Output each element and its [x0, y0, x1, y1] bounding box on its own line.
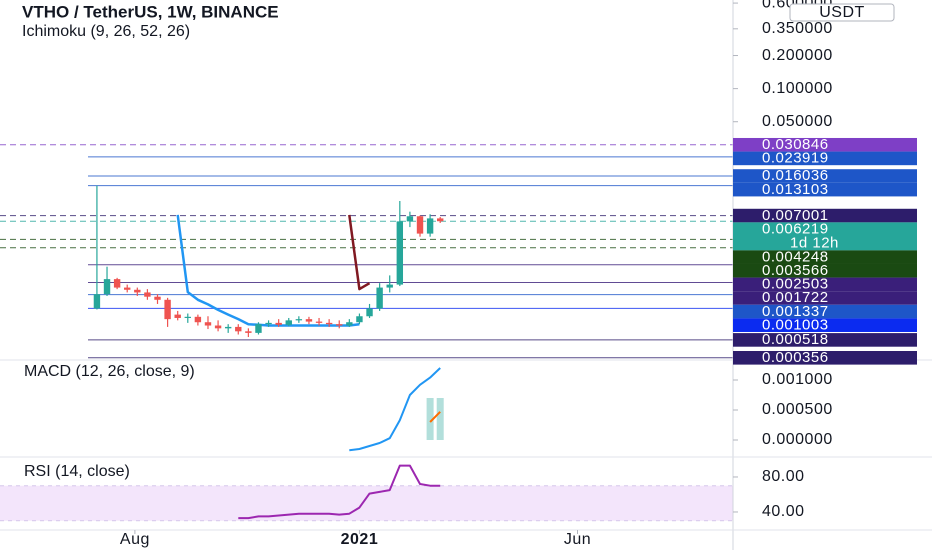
candle-body: [224, 326, 232, 329]
indicator-title: Ichimoku (9, 26, 52, 26): [22, 23, 190, 40]
candle-body: [356, 316, 363, 323]
price-tag-label: 0.000356: [762, 349, 829, 366]
price-tag: [733, 333, 917, 347]
y-tick-label: 0.000500: [762, 401, 833, 418]
price-tag-label: 0.030846: [762, 136, 829, 153]
price-tag: [733, 351, 917, 365]
candle-body: [336, 324, 343, 326]
price-tag-label: 0.001003: [762, 316, 829, 333]
histogram-bar: [436, 398, 444, 440]
candle-body: [305, 319, 313, 322]
candle-body: [437, 218, 444, 222]
price-tag: [733, 250, 917, 264]
candle-body: [376, 287, 383, 309]
candle-body: [346, 322, 353, 326]
x-tick-label: Jun: [564, 531, 591, 548]
candle-body: [134, 289, 141, 293]
candle-body: [124, 287, 131, 290]
price-tag-label: 0.006219: [762, 220, 829, 237]
candle-body: [174, 314, 181, 318]
candle-body: [386, 284, 393, 288]
candle-body: [103, 279, 111, 295]
price-tag: [733, 151, 917, 166]
price-tag: [733, 208, 917, 223]
price-tag-label: 0.016036: [762, 167, 829, 184]
y-tick-label: 80.00: [762, 468, 805, 485]
candle-body: [295, 319, 303, 321]
candle-body: [426, 218, 434, 234]
candle-body: [214, 325, 222, 329]
price-tag-label: 0.002503: [762, 276, 829, 293]
price-tag: [733, 291, 917, 305]
currency-box: [789, 3, 895, 22]
candle-body: [255, 324, 262, 333]
price-tag-label: 0.007001: [762, 207, 829, 224]
price-tag: [733, 277, 917, 292]
candle-body: [265, 322, 272, 325]
candle-body: [285, 320, 292, 325]
chart-title: VTHO / TetherUS, 1W, BINANCE: [22, 2, 279, 21]
rsi-band: [0, 485, 733, 521]
candle-body: [184, 316, 191, 318]
currency-label: USDT: [819, 4, 865, 21]
indicator-line: [348, 214, 371, 291]
y-tick-label: 0.000000: [762, 431, 833, 448]
price-tag: [733, 304, 917, 319]
price-tag-label: 0.001722: [762, 289, 829, 306]
price-tag-label: 0.004248: [762, 248, 829, 265]
indicator-line: [429, 411, 441, 423]
y-tick-label: 40.00: [762, 503, 805, 520]
price-tag: [733, 137, 917, 152]
price-tag: [733, 222, 917, 251]
candle-body: [113, 279, 121, 288]
candle-body: [245, 331, 252, 333]
x-tick-label: Aug: [120, 531, 150, 548]
candle-body: [396, 221, 404, 285]
price-tag-label: 0.023919: [762, 150, 829, 167]
price-tag-label: 0.003566: [762, 262, 829, 279]
candle-body: [204, 322, 212, 326]
candle-body: [275, 322, 282, 325]
candle-body: [144, 292, 151, 297]
indicator-line: [238, 464, 441, 520]
price-tag-label: 0.013103: [762, 181, 829, 198]
plot-layer: [0, 144, 733, 522]
candle-body: [406, 216, 414, 222]
countdown-label: 1d 12h: [790, 234, 839, 251]
price-tag-label: 0.001337: [762, 303, 829, 320]
y-tick-label: 0.200000: [762, 47, 833, 64]
price-tag: [733, 318, 917, 332]
x-tick-label: 2021: [341, 531, 379, 548]
histogram-bar: [426, 398, 434, 440]
candle-body: [194, 316, 202, 323]
y-tick-label: 0.350000: [762, 20, 833, 37]
y-tick-label: 0.001000: [762, 371, 833, 388]
rsi-title: RSI (14, close): [24, 463, 130, 480]
price-tag-label: 0.000518: [762, 331, 829, 348]
candle-body: [93, 294, 101, 309]
candle-body: [416, 216, 424, 234]
price-tag: [733, 182, 917, 197]
macd-title: MACD (12, 26, close, 9): [24, 363, 195, 380]
y-tick-label: 0.100000: [762, 80, 833, 97]
candle-body: [235, 326, 242, 332]
candle-body: [325, 322, 333, 325]
candle-body: [315, 321, 323, 323]
indicator-line: [349, 367, 441, 452]
candle-body: [366, 308, 373, 317]
price-tag: [733, 263, 917, 278]
price-tag: [733, 169, 917, 183]
y-tick-label: 0.050000: [762, 113, 833, 130]
candle-body: [164, 299, 171, 320]
candle-body: [154, 296, 161, 300]
